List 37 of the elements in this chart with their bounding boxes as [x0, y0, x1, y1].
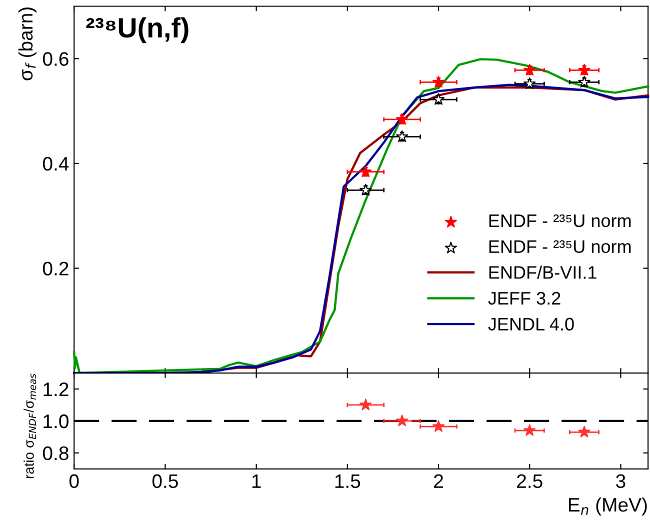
chart-title: ²³⁸U(n,f) [86, 17, 188, 44]
point [396, 130, 408, 142]
x-tick-label: 3 [616, 474, 626, 488]
point [524, 77, 536, 90]
legend-label: JEFF 3.2 [488, 292, 560, 305]
x-tick-label: 2.5 [517, 474, 542, 488]
x-tick-label: 1 [252, 474, 261, 488]
point [432, 93, 445, 105]
point [432, 420, 445, 432]
point [578, 426, 590, 438]
point [360, 398, 372, 410]
x-tick-label: 0.5 [152, 474, 178, 488]
y-axis-title: σ$_{f}$ (barn) [18, 8, 36, 80]
point [578, 76, 590, 88]
point [360, 184, 372, 196]
y-tick-label: 0.8 [42, 446, 68, 460]
legend-label: ENDF - ²³⁵U norm [489, 214, 631, 228]
x-axis-title: E$_{n}$ (MeV) [568, 497, 647, 516]
y-tick-label: 0.6 [42, 52, 68, 66]
legend-label: ENDF - ²³⁵U norm [489, 240, 631, 253]
point [432, 76, 445, 88]
point [396, 113, 408, 125]
point [360, 165, 372, 178]
x-tick-label: 1.5 [335, 474, 360, 488]
y-axis-title: ratio σ$_{ENDF}$/σ$_{meas}$ [24, 374, 36, 478]
y-tick-label: 1.2 [44, 382, 68, 396]
point [524, 424, 536, 436]
y-tick-label: 0.4 [42, 156, 69, 171]
point [396, 414, 408, 426]
x-tick-label: 0 [69, 474, 79, 488]
x-tick-label: 2 [434, 474, 443, 488]
y-tick-label: 1.0 [44, 414, 68, 428]
legend-label: JENDL 4.0 [488, 318, 574, 331]
point [578, 64, 590, 76]
y-tick-label: 0.2 [42, 262, 68, 276]
point [524, 64, 536, 76]
legend-label: ENDF/B-VII.1 [489, 266, 596, 279]
